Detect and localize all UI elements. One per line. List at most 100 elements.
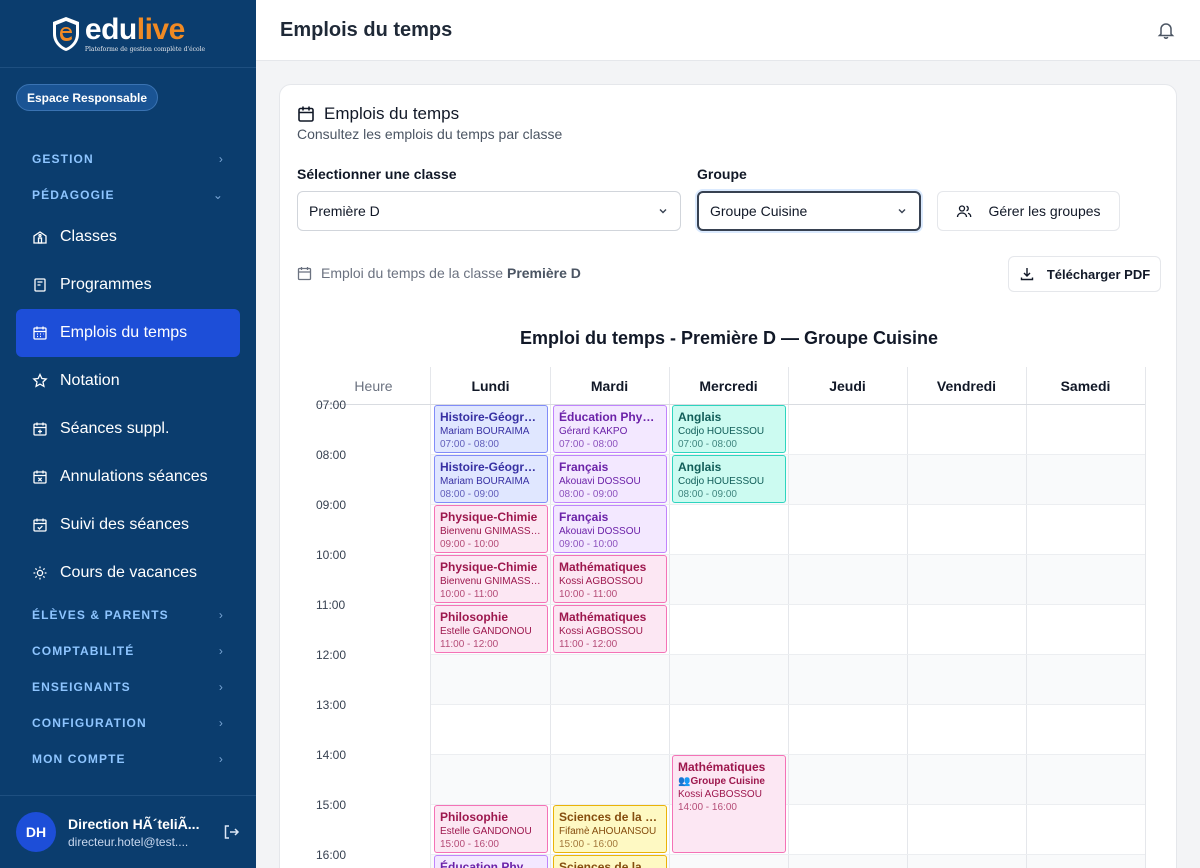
event-time: 08:00 - 09:00	[440, 489, 499, 500]
sidebar-item-programmes[interactable]: Programmes	[16, 261, 240, 309]
timetable-event[interactable]: Éducation Physique Gérard KAKPO 07:00 - 08…	[553, 405, 667, 453]
timetable-event[interactable]: Histoire-Géographie Mariam BOURAIMA 07:00 …	[434, 405, 548, 453]
event-teacher: Bienvenu GNIMASSOU	[440, 576, 542, 587]
event-subject: Physique-Chimie	[440, 510, 538, 524]
sidebar-item-cours-de-vacances[interactable]: Cours de vacances	[16, 549, 240, 597]
chevron-right-icon: ›	[218, 752, 224, 766]
nav-section-configuration[interactable]: CONFIGURATION ›	[32, 716, 224, 730]
sidebar-item-notation[interactable]: Notation	[16, 357, 240, 405]
grid-hline	[431, 554, 1145, 555]
event-time: 15:00 - 16:00	[559, 839, 618, 850]
timetable-event[interactable]: Physique-Chimie Bienvenu GNIMASSOU 10:00 -…	[434, 555, 548, 603]
day-header-mercredi: Mercredi	[699, 377, 758, 394]
logout-icon[interactable]	[222, 823, 240, 841]
calendar-icon	[298, 106, 314, 122]
chevron-right-icon: ›	[218, 644, 224, 658]
timetable-caption: Emploi du temps de la classe Première D	[297, 265, 581, 281]
timetable-event[interactable]: Anglais Codjo HOUESSOU 08:00 - 09:00	[672, 455, 786, 503]
grid-vline	[907, 367, 908, 868]
bell-icon[interactable]	[1156, 20, 1176, 40]
logo-tagline: Plateforme de gestion complète d'école	[84, 45, 206, 53]
chevron-right-icon: ›	[218, 680, 224, 694]
event-time: 07:00 - 08:00	[678, 439, 737, 450]
avatar[interactable]: DH	[16, 812, 56, 852]
event-teacher: Gérard KAKPO	[559, 426, 628, 437]
timetable-event[interactable]: Français Akouavi DOSSOU 08:00 - 09:00	[553, 455, 667, 503]
timetable-event[interactable]: Philosophie Estelle GANDONOU 15:00 - 16:00	[434, 805, 548, 853]
time-label: 10:00	[316, 548, 347, 562]
event-subject: Français	[559, 510, 609, 524]
user-name: Direction HÃ´teliÃ...	[68, 815, 200, 832]
nav-section-gestion[interactable]: GESTION ›	[32, 152, 224, 166]
event-time: 08:00 - 09:00	[678, 489, 737, 500]
event-subject: Histoire-Géographie	[440, 460, 542, 474]
timetable-event[interactable]: Philosophie Estelle GANDONOU 11:00 - 12:00	[434, 605, 548, 653]
event-teacher: Kossi AGBOSSOU	[559, 576, 643, 587]
sidebar-item-classes[interactable]: Classes	[16, 213, 240, 261]
calendar-x-icon	[33, 470, 47, 484]
download-pdf-button[interactable]: Télécharger PDF	[1008, 256, 1161, 292]
sidebar: edulive Plateforme de gestion complète d…	[0, 0, 256, 868]
event-teacher: Akouavi DOSSOU	[559, 476, 641, 487]
time-label: 13:00	[316, 698, 347, 712]
event-subject: Anglais	[678, 410, 722, 424]
timetable-event[interactable]: Mathématiques Kossi AGBOSSOU 11:00 - 12:00	[553, 605, 667, 653]
event-subject: Éducation Physique	[559, 410, 661, 424]
time-label: 12:00	[316, 648, 347, 662]
user-email: directeur.hotel@test....	[68, 834, 189, 849]
timetable-event[interactable]: Sciences de la Vie et de la Terre	[553, 855, 667, 868]
event-teacher: Codjo HOUESSOU	[678, 426, 765, 437]
group-select[interactable]: Groupe Cuisine	[697, 191, 921, 231]
calendar-icon	[297, 266, 312, 280]
event-subject: Mathématiques	[678, 760, 766, 774]
grid-hline	[431, 704, 1145, 705]
event-subject: Sciences de la Vie et de la Terre	[559, 810, 661, 824]
sidebar-item-seances-suppl[interactable]: Séances suppl.	[16, 405, 240, 453]
timetable-event[interactable]: Français Akouavi DOSSOU 09:00 - 10:00	[553, 505, 667, 553]
grid-hline	[431, 654, 1145, 655]
page-title: Emplois du temps	[280, 18, 453, 41]
time-label: 11:00	[316, 598, 346, 612]
event-subject: Français	[559, 460, 609, 474]
timetable-event[interactable]: Éducation Physique	[434, 855, 548, 868]
chevron-down-icon	[898, 209, 906, 214]
chevron-down-icon: ⌄	[212, 188, 224, 202]
day-header-samedi: Samedi	[1060, 377, 1111, 394]
event-subject: Philosophie	[440, 810, 509, 824]
nav-section-comptabilite[interactable]: COMPTABILITÉ ›	[32, 644, 224, 658]
event-teacher: Bienvenu GNIMASSOU	[440, 526, 542, 537]
user-panel: DH Direction HÃ´teliÃ... directeur.hotel…	[0, 795, 256, 868]
nav-section-enseignants[interactable]: ENSEIGNANTS ›	[32, 680, 224, 694]
event-time: 09:00 - 10:00	[559, 539, 618, 550]
nav-section-mon-compte[interactable]: MON COMPTE ›	[32, 752, 224, 766]
event-time: 07:00 - 08:00	[559, 439, 618, 450]
timetable-event[interactable]: Mathématiques Kossi AGBOSSOU 10:00 - 11:00	[553, 555, 667, 603]
timetable-grid: Heure Lundi Mardi Mercredi Jeudi Vendredi Same…	[316, 367, 1146, 868]
sidebar-item-annulations-seances[interactable]: Annulations séances	[16, 453, 240, 501]
timetable-event[interactable]: Histoire-Géographie Mariam BOURAIMA 08:00 …	[434, 455, 548, 503]
edulive-logo[interactable]: edulive Plateforme de gestion complète d…	[51, 14, 206, 53]
timetable-event[interactable]: Mathématiques 👥Groupe Cuisine Kossi AGBOSS…	[672, 755, 786, 853]
manage-groups-button[interactable]: Gérer les groupes	[937, 191, 1120, 231]
class-select-label: Sélectionner une classe	[297, 166, 457, 182]
grid-hline	[431, 454, 1145, 455]
top-header: Emplois du temps	[256, 0, 1200, 61]
timetable-event[interactable]: Anglais Codjo HOUESSOU 07:00 - 08:00	[672, 405, 786, 453]
grid-vline	[430, 367, 431, 868]
hour-column-header: Heure	[354, 377, 393, 394]
event-teacher: Estelle GANDONOU	[440, 826, 532, 837]
sidebar-item-suivi-des-seances[interactable]: Suivi des séances	[16, 501, 240, 549]
school-icon	[33, 231, 47, 244]
event-subject: Physique-Chimie	[440, 560, 538, 574]
grid-vline	[669, 367, 670, 868]
grid-vline	[1026, 367, 1027, 868]
event-time: 14:00 - 16:00	[678, 802, 737, 813]
timetable-event[interactable]: Sciences de la Vie et de la Terre Fifamè …	[553, 805, 667, 853]
sidebar-item-emplois-du-temps[interactable]: Emplois du temps	[16, 309, 240, 357]
nav-section-pedagogie[interactable]: PÉDAGOGIE ⌄	[32, 188, 224, 202]
timetable-event[interactable]: Physique-Chimie Bienvenu GNIMASSOU 09:00 -…	[434, 505, 548, 553]
class-select[interactable]: Première D	[297, 191, 681, 231]
logo-area: edulive Plateforme de gestion complète d…	[0, 0, 256, 68]
day-header-lundi: Lundi	[471, 377, 510, 394]
nav-section-eleves-parents[interactable]: ÉLÈVES & PARENTS ›	[32, 608, 224, 622]
